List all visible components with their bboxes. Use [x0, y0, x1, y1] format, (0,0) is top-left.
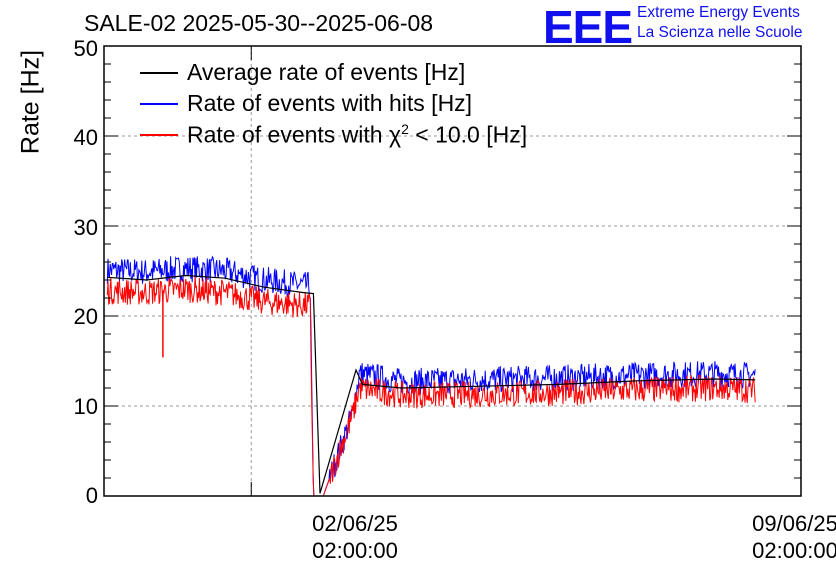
y-axis-label: Rate [Hz]	[16, 49, 45, 155]
legend-swatch-chi2	[140, 133, 178, 136]
x-tick-label-1: 09/06/25 02:00:00	[752, 510, 836, 564]
y-tick-label-10: 10	[73, 394, 98, 419]
x-tick-date-0: 02/06/25	[312, 511, 398, 536]
legend: Average rate of events [Hz] Rate of even…	[140, 57, 527, 150]
logo-line-2: La Scienza nelle Scuole	[637, 24, 803, 41]
legend-label-average: Average rate of events [Hz]	[187, 59, 466, 85]
legend-label-chi2-pre: Rate of events with χ	[187, 121, 402, 148]
legend-label-hits: Rate of events with hits [Hz]	[187, 90, 473, 116]
chart-title: SALE-02 2025-05-30--2025-06-08	[84, 10, 434, 36]
x-tick-label-0: 02/06/25 02:00:00	[312, 510, 398, 564]
y-tick-label-20: 20	[73, 304, 98, 329]
legend-entry-average: Average rate of events [Hz]	[140, 57, 527, 88]
plot-frame	[103, 45, 802, 497]
legend-entry-chi2: Rate of events with χ2 < 10.0 [Hz]	[140, 119, 527, 150]
x-tick-time-1: 02:00:00	[752, 538, 836, 563]
legend-swatch-hits	[140, 102, 178, 105]
logo-line-1: Extreme Energy Events	[637, 4, 800, 21]
y-tick-label-40: 40	[73, 125, 98, 150]
x-tick-time-0: 02:00:00	[312, 538, 398, 563]
legend-label-chi2: Rate of events with χ2 < 10.0 [Hz]	[187, 121, 527, 149]
eee-logo: EEE	[543, 1, 633, 53]
legend-entry-hits: Rate of events with hits [Hz]	[140, 88, 527, 119]
y-tick-label-30: 30	[73, 215, 98, 240]
y-tick-label-50: 50	[73, 36, 98, 61]
series-chi2-line	[106, 276, 756, 497]
legend-label-chi2-sup: 2	[401, 120, 409, 137]
series-average-line	[107, 274, 756, 494]
legend-label-chi2-post: < 10.0 [Hz]	[408, 121, 528, 148]
y-tick-label-0: 0	[85, 483, 98, 508]
legend-swatch-average	[140, 71, 178, 74]
x-tick-date-1: 09/06/25	[752, 511, 836, 536]
